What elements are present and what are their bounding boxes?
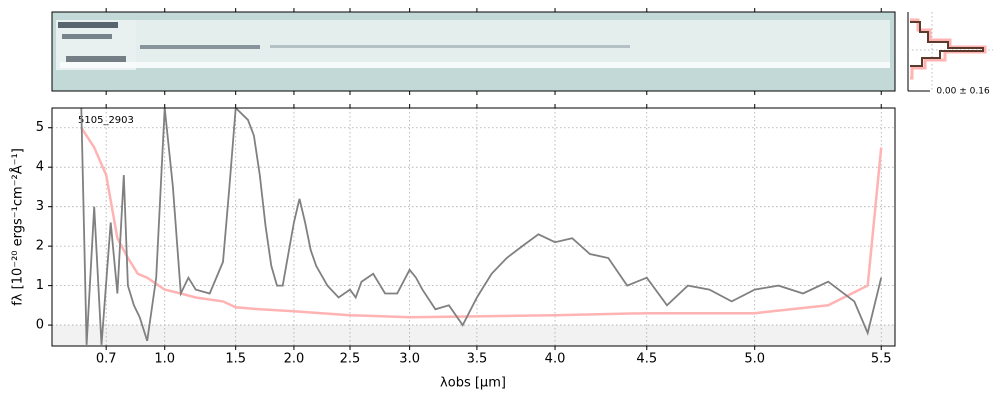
profile-label: 0.00 ± 0.16 — [936, 87, 990, 97]
x-tick-label: 1.5 — [225, 352, 246, 367]
y-axis-label: fλ [10⁻²⁰ ergs⁻¹cm⁻²Å⁻¹] — [10, 148, 26, 306]
spectrum-line — [80, 108, 883, 345]
spectrum-line — [80, 127, 883, 319]
spectrum-2d — [51, 11, 896, 92]
y-tick-label: 4 — [36, 160, 44, 175]
x-tick-label: 5.5 — [871, 352, 892, 367]
profile-panel — [907, 12, 993, 92]
series-group — [80, 108, 883, 345]
x-tick-label: 3.5 — [467, 352, 488, 367]
x-tick-label: 5.0 — [744, 352, 765, 367]
x-tick-label: 2.5 — [340, 352, 361, 367]
y-tick-label: 3 — [36, 199, 44, 214]
x-tick-label: 4.0 — [545, 352, 566, 367]
plot-frame — [51, 107, 896, 347]
x-tick-label: 4.5 — [636, 352, 657, 367]
x-tick-label: 2.0 — [284, 352, 305, 367]
x-tick-label: 0.7 — [96, 352, 117, 367]
y-tick-label: 1 — [36, 278, 44, 293]
x-axis-label: λobs [μm] — [440, 376, 506, 391]
y-tick-label: 2 — [36, 239, 44, 254]
y-tick-label: 0 — [36, 318, 44, 333]
y-tick-label: 5 — [36, 120, 44, 135]
x-tick-label: 1.0 — [154, 352, 175, 367]
below-zero-band — [52, 325, 895, 346]
x-tick-label: 3.0 — [399, 352, 420, 367]
